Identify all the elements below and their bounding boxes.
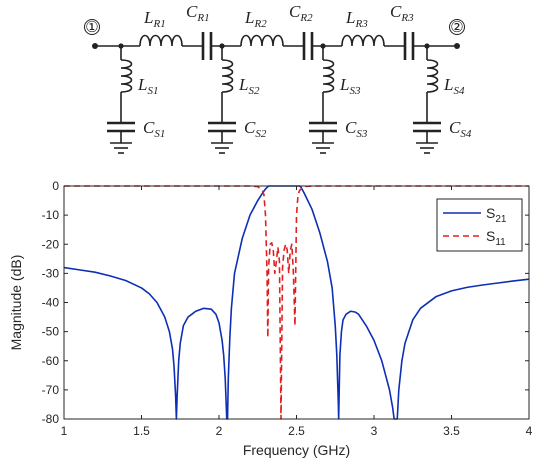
y-axis-label: Magnitude (dB) [8,255,24,351]
series-capacitor-2 [302,32,314,60]
label-shunt-capacitor-3: CS3 [345,118,368,140]
shunt-branch-4 [413,46,441,154]
label-shunt-capacitor-4: CS4 [449,118,472,140]
series-capacitor-3 [403,32,415,60]
port-1-label: ① [85,19,98,36]
label-series-inductor-2: LR2 [244,8,267,30]
series-inductor-2 [240,34,284,47]
y-tick-label: -40 [42,296,60,310]
y-tick-label: -80 [42,412,60,426]
x-tick-label: 1 [61,424,68,438]
label-series-capacitor-2: CR2 [289,2,313,24]
series-inductor-1 [139,34,183,47]
label-shunt-inductor-2: LS2 [238,75,260,97]
series-capacitor-1 [201,32,213,60]
s-parameter-chart: 1 1.5 2 2.5 3 3.5 4 0 -10 -20 -30 -40 -50 -60 -70 -80 F… [8,179,533,458]
legend-label-s21: S21 [486,205,507,225]
label-series-capacitor-1: CR1 [186,2,210,24]
label-shunt-inductor-3: LS3 [339,75,361,97]
legend-label-s11: S11 [486,228,506,248]
y-tick-label: -50 [42,325,60,339]
port-2-circle [449,19,465,35]
y-tick-label: -20 [42,237,60,251]
y-tick-label: -60 [42,354,60,368]
legend: S21 S11 [436,198,523,252]
x-tick-label: 3.5 [443,424,460,438]
shunt-branch-3 [309,46,337,154]
x-tick-label: 3 [371,424,378,438]
label-series-inductor-3: LR3 [345,8,368,30]
y-tick-label: 0 [52,179,59,193]
shunt-branch-2 [208,46,236,154]
y-tick-label: -70 [42,383,60,397]
label-series-capacitor-3: CR3 [390,2,414,24]
label-series-inductor-1: LR1 [143,8,166,30]
label-shunt-inductor-1: LS1 [137,75,158,97]
x-tick-label: 1.5 [133,424,150,438]
x-tick-label: 2 [216,424,223,438]
x-tick-label: 2.5 [288,424,305,438]
y-tick-label: -30 [42,266,60,280]
label-shunt-capacitor-1: CS1 [143,118,165,140]
series-inductor-3 [341,34,385,47]
circuit-schematic: ① ② [84,19,465,154]
component-labels: LR1 CR1 LR2 CR2 LR3 CR3 LS1 CS1 LS2 CS2 … [137,2,472,140]
tick-layer: 1 1.5 2 2.5 3 3.5 4 0 -10 -20 -30 -40 -50 -60 -70 -80 [42,179,533,438]
y-tick-label: -10 [42,208,60,222]
series-s11-line [64,185,529,420]
legend-box [436,198,523,252]
x-tick-label: 4 [526,424,533,438]
shunt-branch-1 [107,46,135,154]
label-shunt-capacitor-2: CS2 [244,118,267,140]
label-shunt-inductor-4: LS4 [443,75,465,97]
port-2-label: ② [450,19,463,36]
port-1-circle [84,19,100,35]
x-axis-label: Frequency (GHz) [243,442,350,458]
